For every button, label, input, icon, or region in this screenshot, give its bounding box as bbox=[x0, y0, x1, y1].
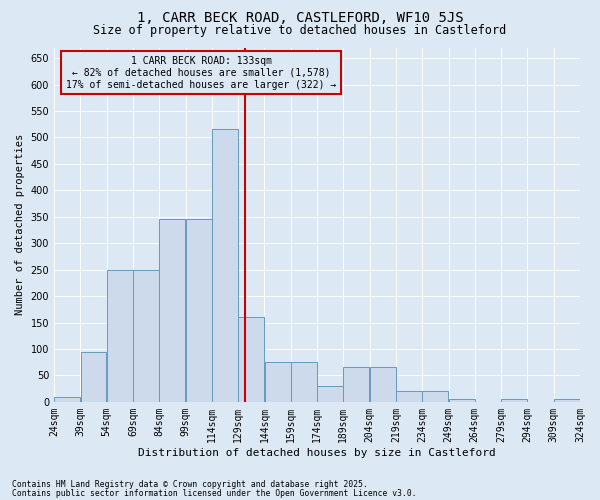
Bar bbox=[501, 399, 527, 402]
Bar bbox=[238, 317, 264, 402]
Bar bbox=[343, 368, 370, 402]
Bar bbox=[370, 368, 396, 402]
Text: 1, CARR BECK ROAD, CASTLEFORD, WF10 5JS: 1, CARR BECK ROAD, CASTLEFORD, WF10 5JS bbox=[137, 11, 463, 25]
Bar bbox=[291, 362, 317, 402]
Bar bbox=[396, 392, 422, 402]
Bar bbox=[186, 220, 212, 402]
Bar bbox=[212, 130, 238, 402]
Bar bbox=[422, 392, 448, 402]
X-axis label: Distribution of detached houses by size in Castleford: Distribution of detached houses by size … bbox=[138, 448, 496, 458]
Bar bbox=[449, 399, 475, 402]
Bar bbox=[54, 396, 80, 402]
Bar bbox=[133, 270, 159, 402]
Text: Contains public sector information licensed under the Open Government Licence v3: Contains public sector information licen… bbox=[12, 489, 416, 498]
Bar bbox=[554, 399, 580, 402]
Bar bbox=[80, 352, 106, 402]
Bar bbox=[265, 362, 290, 402]
Text: 1 CARR BECK ROAD: 133sqm
← 82% of detached houses are smaller (1,578)
17% of sem: 1 CARR BECK ROAD: 133sqm ← 82% of detach… bbox=[66, 56, 337, 90]
Text: Contains HM Land Registry data © Crown copyright and database right 2025.: Contains HM Land Registry data © Crown c… bbox=[12, 480, 368, 489]
Bar bbox=[107, 270, 133, 402]
Bar bbox=[160, 220, 185, 402]
Y-axis label: Number of detached properties: Number of detached properties bbox=[15, 134, 25, 316]
Text: Size of property relative to detached houses in Castleford: Size of property relative to detached ho… bbox=[94, 24, 506, 37]
Bar bbox=[317, 386, 343, 402]
